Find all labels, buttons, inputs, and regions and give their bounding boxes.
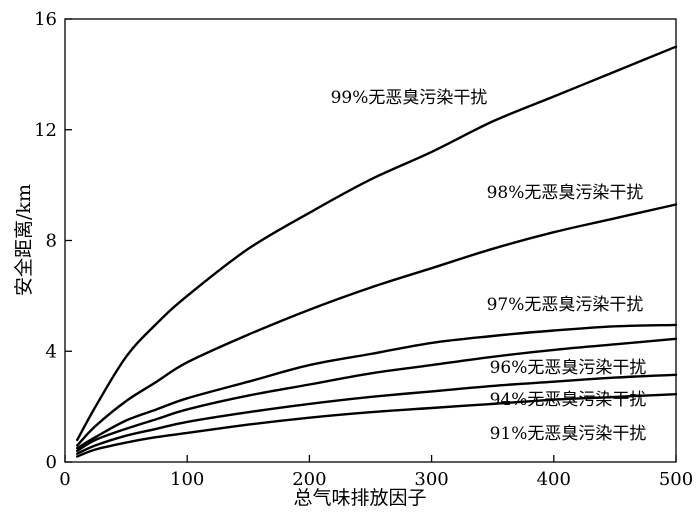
x-tick-label: 100: [170, 469, 204, 490]
y-tick-label: 12: [34, 120, 57, 141]
x-tick-label: 0: [59, 469, 70, 490]
y-axis-label: 安全距离/km: [13, 184, 35, 296]
series-line-4: [76, 337, 678, 453]
x-tick-label: 200: [292, 469, 326, 490]
plot-frame: [64, 18, 677, 463]
y-tick-label: 8: [46, 231, 57, 252]
y-tick-label: 4: [46, 341, 57, 362]
y-tick-label: 16: [34, 9, 57, 30]
x-tick-label: 400: [537, 469, 571, 490]
series-label-3: 97%无恶臭污染干扰: [487, 295, 644, 315]
series-label-4: 96%无恶臭污染干扰: [490, 358, 647, 378]
series-label-6: 91%无恶臭污染干扰: [490, 424, 647, 444]
axis-ticks: [64, 18, 677, 463]
x-tick-label: 300: [414, 469, 448, 490]
y-tick-label: 0: [46, 452, 57, 473]
series-labels: 99%无恶臭污染干扰 98%无恶臭污染干扰 97%无恶臭污染干扰 96%无恶臭污染干扰…: [331, 88, 647, 444]
series-label-1: 99%无恶臭污染干扰: [331, 88, 488, 108]
series-line-2: [76, 203, 678, 447]
x-axis-label: 总气味排放因子: [293, 487, 426, 509]
tick-labels: 0 100 200 300 400 500 0 4 8 12 16: [34, 9, 693, 490]
series-label-2: 98%无恶臭污染干扰: [487, 183, 644, 203]
series-line-1: [76, 45, 678, 442]
series-line-5: [76, 373, 678, 455]
x-tick-label: 500: [659, 469, 693, 490]
series-line-6: [76, 393, 678, 458]
series-line-3: [76, 323, 678, 450]
series-label-5: 94%无恶臭污染干扰: [490, 390, 647, 410]
series-lines: [76, 45, 678, 458]
